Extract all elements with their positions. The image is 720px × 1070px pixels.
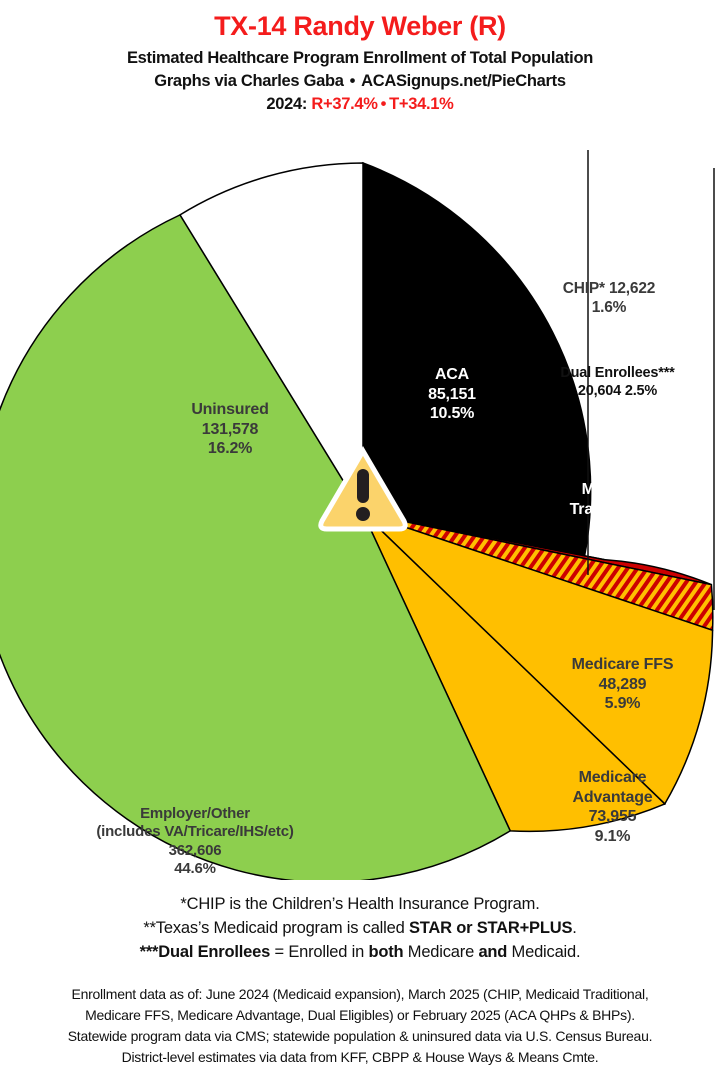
slice-label-unins-value: 131,578: [201, 420, 259, 438]
slice-label-emp-line2: (includes VA/Tricare/IHS/etc): [96, 823, 294, 841]
election-margin: 2024: R+37.4% • T+34.1%: [0, 95, 720, 114]
slice-label-medicaid-value: 77,814: [591, 520, 639, 538]
slice-label-aca-pct: 10.5%: [429, 405, 475, 423]
page-title: TX-14 Randy Weber (R): [214, 11, 506, 41]
slice-label-medicaid-traditional: Medicaid Traditional** 77,814 9.6%: [520, 480, 710, 558]
footnote-dual-mid2: Medicare: [403, 942, 479, 961]
pie-slice-employer-other[interactable]: [0, 213, 512, 880]
slice-label-employer-other: Employer/Other (includes VA/Tricare/IHS/…: [30, 805, 360, 878]
slice-label-mffs-value: 48,289: [598, 675, 647, 693]
credit-author: Graphs via Charles Gaba: [154, 71, 344, 90]
footnote-dual: ***Dual Enrollees = Enrolled in both Med…: [0, 941, 720, 965]
slice-label-chip-pct: 1.6%: [591, 298, 627, 316]
footnote-dual-term: ***Dual Enrollees: [139, 942, 271, 961]
pie-slices: [0, 161, 714, 880]
source-line-1: Enrollment data as of: June 2024 (Medica…: [71, 986, 649, 1002]
source-line-2: Medicare FFS, Medicare Advantage, Dual E…: [85, 1007, 635, 1023]
pie-slice-uninsured[interactable]: [178, 162, 364, 516]
slice-label-medicaid-line2: Traditional**: [569, 500, 661, 518]
slice-label-dual-value-pct: 20,604 2.5%: [577, 382, 658, 399]
slice-label-aca-name: ACA: [434, 366, 470, 383]
pie-slice-medicare-advantage[interactable]: [362, 512, 667, 833]
slice-label-emp-line1: Employer/Other: [140, 805, 250, 822]
chart-header: TX-14 Randy Weber (R) Estimated Healthca…: [0, 0, 720, 114]
slice-label-emp-value: 362,606: [168, 841, 222, 859]
slice-label-madv-pct: 9.1%: [594, 827, 631, 845]
footnote-dual-post: Medicaid.: [507, 942, 581, 961]
slice-label-madv-value: 73,955: [588, 808, 637, 826]
slice-label-medicare-ffs: Medicare FFS 48,289 5.9%: [530, 655, 715, 714]
credit-site: ACASignups.net/PieCharts: [361, 71, 566, 90]
slice-label-madv-line1: Medicare: [578, 769, 647, 786]
source-line-4: District-level estimates via data from K…: [121, 1049, 599, 1065]
slice-label-uninsured: Uninsured 131,578 16.2%: [130, 400, 330, 459]
margin-trump: T+34.1%: [389, 94, 454, 113]
footnote-medicaid-pre: **Texas’s Medicaid program is called: [143, 918, 409, 937]
slice-label-mffs-pct: 5.9%: [604, 695, 641, 713]
pie-slice-aca[interactable]: [362, 161, 592, 587]
credit-bullet-icon: •: [349, 71, 356, 90]
footnote-dual-mid1: = Enrolled in: [270, 942, 369, 961]
chart-subtitle: Estimated Healthcare Program Enrollment …: [126, 48, 594, 67]
slice-label-unins-name: Uninsured: [191, 401, 269, 418]
slice-label-dual-enrollees: Dual Enrollees*** 20,604 2.5%: [515, 365, 720, 400]
footnote-medicaid-bold: STAR or STAR+PLUS: [408, 918, 573, 937]
slice-label-dual-name: Dual Enrollees***: [560, 365, 675, 381]
slice-label-unins-pct: 16.2%: [207, 440, 253, 458]
slice-label-medicaid-line1: Medicaid: [581, 481, 649, 498]
source-line-3: Statewide program data via CMS; statewid…: [67, 1028, 653, 1044]
slice-label-madv-line2: Advantage: [572, 788, 653, 806]
pie-slice-medicare-ffs[interactable]: [362, 512, 714, 806]
footnote-dual-and: and: [478, 942, 508, 961]
pie-chart: ACA 85,151 10.5% CHIP* 12,622 1.6% Dual …: [0, 150, 720, 880]
footnotes: *CHIP is the Children’s Health Insurance…: [0, 893, 720, 965]
slice-label-aca: ACA 85,151 10.5%: [352, 365, 552, 424]
margin-republican: R+37.4%: [311, 94, 378, 113]
slice-label-medicaid-pct: 9.6%: [597, 539, 633, 557]
footnote-chip: *CHIP is the Children’s Health Insurance…: [180, 895, 540, 913]
slice-label-medicare-advantage: Medicare Advantage 73,955 9.1%: [520, 768, 705, 846]
source-note: Enrollment data as of: June 2024 (Medica…: [0, 984, 720, 1068]
slice-label-chip-name: CHIP* 12,622: [562, 280, 656, 297]
slice-label-aca-value: 85,151: [428, 385, 476, 403]
warning-triangle-icon: [318, 446, 408, 532]
slice-label-chip: CHIP* 12,622 1.6%: [500, 280, 718, 318]
slice-label-mffs-name: Medicare FFS: [571, 656, 674, 673]
pie-leader-lines: [587, 150, 715, 610]
margin-bullet-icon: •: [380, 94, 387, 113]
footnote-medicaid-post: .: [572, 918, 577, 937]
slice-label-emp-pct: 44.6%: [174, 859, 216, 877]
footnote-medicaid: **Texas’s Medicaid program is called STA…: [0, 917, 720, 941]
chart-credit: Graphs via Charles Gaba • ACASignups.net/P…: [0, 72, 720, 91]
pie-svg: [0, 150, 715, 880]
footnote-dual-both: both: [368, 942, 404, 961]
margin-year: 2024:: [266, 94, 308, 113]
